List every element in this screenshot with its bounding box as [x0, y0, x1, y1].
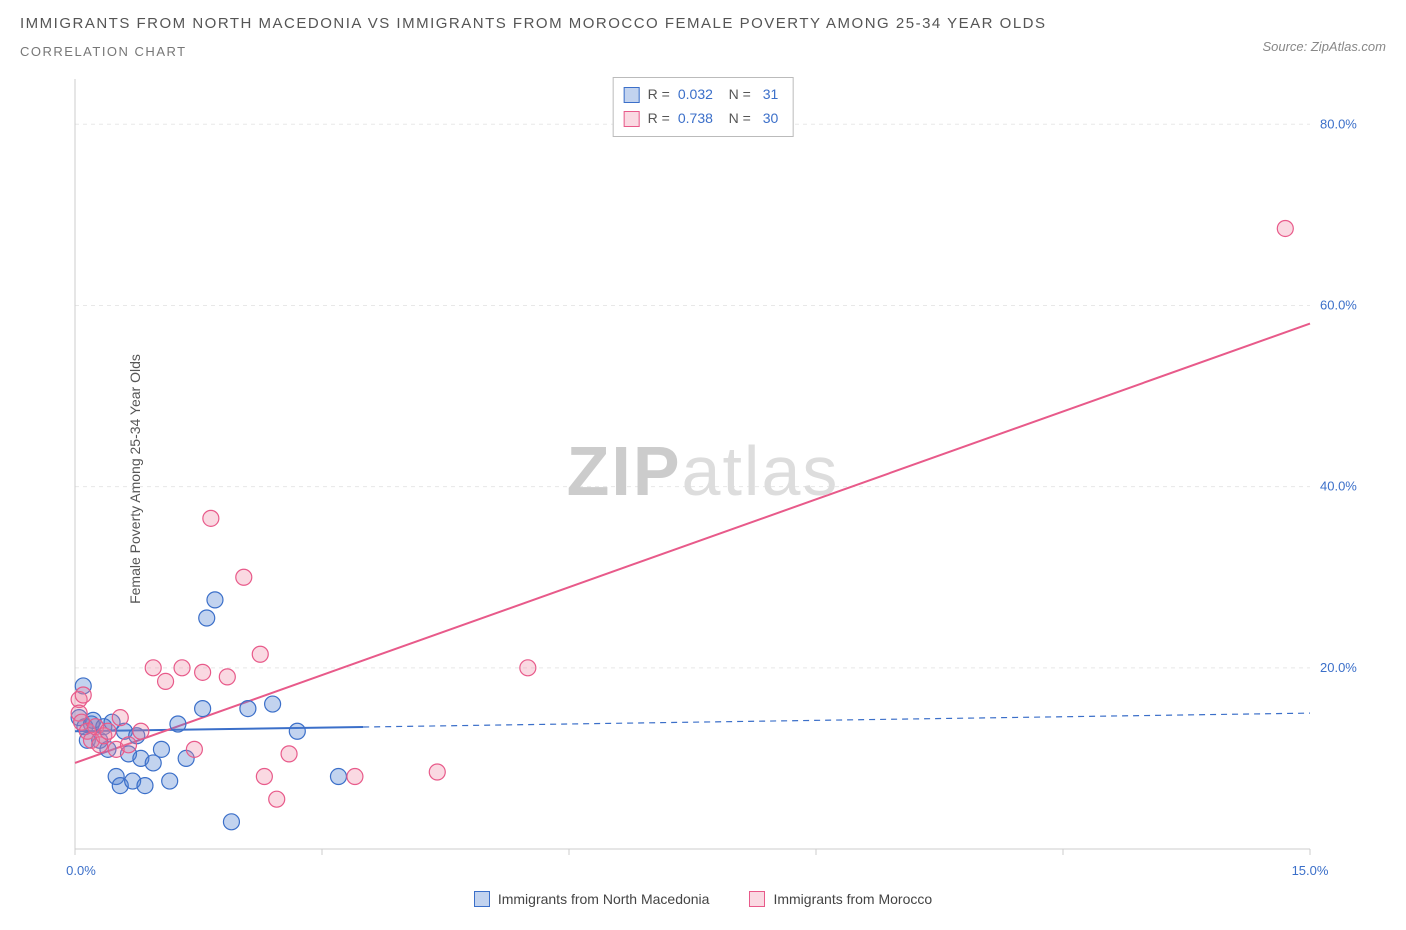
- r-label: R =: [648, 107, 670, 131]
- data-point: [100, 723, 116, 739]
- data-point: [269, 791, 285, 807]
- legend-item-1: Immigrants from North Macedonia: [474, 891, 710, 907]
- data-point: [219, 669, 235, 685]
- source-name: ZipAtlas.com: [1311, 39, 1386, 54]
- swatch-blue-icon: [624, 87, 640, 103]
- svg-text:40.0%: 40.0%: [1320, 479, 1357, 494]
- swatch-pink-icon: [749, 891, 765, 907]
- data-point: [265, 696, 281, 712]
- r-value-2: 0.738: [678, 107, 713, 131]
- legend-item-2: Immigrants from Morocco: [749, 891, 932, 907]
- n-value-1: 31: [759, 83, 778, 107]
- data-point: [203, 510, 219, 526]
- legend-label-2: Immigrants from Morocco: [773, 891, 932, 907]
- stats-row-series1: R = 0.032 N = 31: [624, 83, 779, 107]
- page-subtitle: CORRELATION CHART: [20, 44, 1047, 59]
- data-point: [199, 610, 215, 626]
- legend: Immigrants from North Macedonia Immigran…: [20, 891, 1386, 907]
- n-label: N =: [721, 107, 751, 131]
- data-point: [236, 569, 252, 585]
- data-point: [240, 701, 256, 717]
- data-point: [195, 664, 211, 680]
- data-point: [170, 716, 186, 732]
- legend-label-1: Immigrants from North Macedonia: [498, 891, 710, 907]
- data-point: [252, 646, 268, 662]
- data-point: [75, 687, 91, 703]
- n-label: N =: [721, 83, 751, 107]
- data-point: [520, 660, 536, 676]
- title-block: IMMIGRANTS FROM NORTH MACEDONIA VS IMMIG…: [20, 15, 1047, 59]
- header: IMMIGRANTS FROM NORTH MACEDONIA VS IMMIG…: [20, 15, 1386, 59]
- data-point: [133, 723, 149, 739]
- data-point: [162, 773, 178, 789]
- correlation-stats-box: R = 0.032 N = 31 R = 0.738 N = 30: [613, 77, 794, 137]
- r-label: R =: [648, 83, 670, 107]
- data-point: [429, 764, 445, 780]
- data-point: [137, 778, 153, 794]
- data-point: [347, 769, 363, 785]
- data-point: [330, 769, 346, 785]
- data-point: [153, 741, 169, 757]
- data-point: [174, 660, 190, 676]
- svg-text:15.0%: 15.0%: [1292, 863, 1329, 878]
- data-point: [145, 660, 161, 676]
- data-point: [158, 673, 174, 689]
- chart-container: Female Poverty Among 25-34 Year Olds ZIP…: [20, 69, 1386, 889]
- svg-text:20.0%: 20.0%: [1320, 660, 1357, 675]
- swatch-pink-icon: [624, 111, 640, 127]
- swatch-blue-icon: [474, 891, 490, 907]
- data-point: [186, 741, 202, 757]
- r-value-1: 0.032: [678, 83, 713, 107]
- scatter-chart: 20.0% 40.0% 60.0% 80.0% 0.0% 15.0%: [20, 69, 1360, 889]
- data-point: [207, 592, 223, 608]
- source-label: Source:: [1262, 39, 1310, 54]
- n-value-2: 30: [759, 107, 778, 131]
- page-title: IMMIGRANTS FROM NORTH MACEDONIA VS IMMIG…: [20, 15, 1047, 32]
- stats-row-series2: R = 0.738 N = 30: [624, 107, 779, 131]
- data-point: [281, 746, 297, 762]
- svg-text:0.0%: 0.0%: [66, 863, 96, 878]
- data-point: [256, 769, 272, 785]
- svg-text:80.0%: 80.0%: [1320, 116, 1357, 131]
- svg-text:60.0%: 60.0%: [1320, 297, 1357, 312]
- data-point: [223, 814, 239, 830]
- data-point: [195, 701, 211, 717]
- source-attribution: Source: ZipAtlas.com: [1262, 39, 1386, 54]
- data-point: [121, 737, 137, 753]
- data-point: [1277, 220, 1293, 236]
- y-axis-label: Female Poverty Among 25-34 Year Olds: [127, 354, 143, 604]
- data-point: [112, 710, 128, 726]
- data-point: [289, 723, 305, 739]
